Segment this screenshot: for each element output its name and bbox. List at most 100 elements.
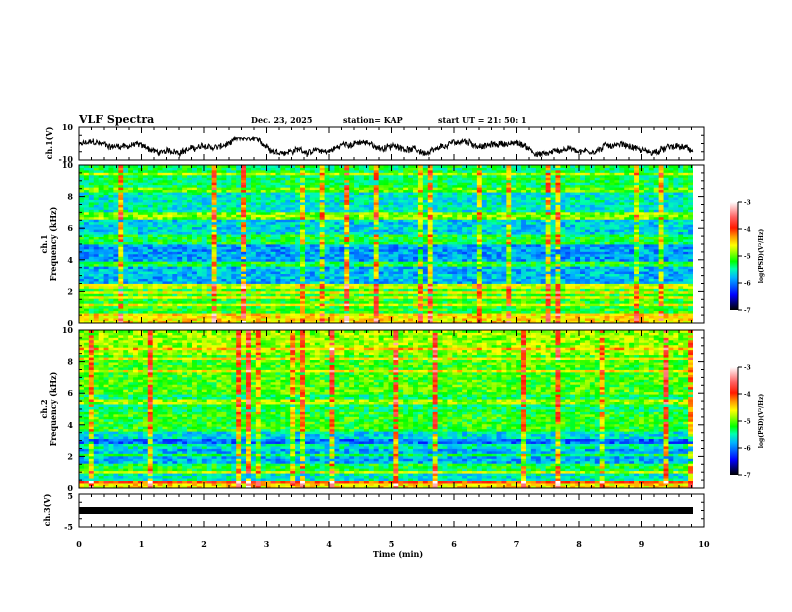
spectrogram-cell bbox=[344, 268, 350, 272]
spectrogram-cell bbox=[408, 305, 414, 309]
spectrogram-cell bbox=[309, 313, 316, 316]
spectrogram-cell bbox=[201, 244, 208, 247]
spectrogram-cell bbox=[285, 288, 291, 292]
spectrogram-cell bbox=[619, 285, 625, 289]
spectrogram-cell bbox=[594, 285, 601, 289]
spectrogram-cell bbox=[344, 318, 350, 321]
spectrogram-cell bbox=[182, 229, 188, 233]
spectrogram-cell bbox=[358, 313, 365, 316]
spectrogram-cell bbox=[545, 320, 551, 324]
spectrogram-cell bbox=[629, 310, 635, 314]
spectrogram-cell bbox=[599, 266, 605, 270]
spectrogram-cell bbox=[344, 276, 350, 279]
spectrogram-cell bbox=[471, 318, 478, 321]
spectrogram-cell bbox=[516, 318, 522, 321]
spectrogram-cell bbox=[491, 246, 497, 250]
spectrogram-cell bbox=[152, 244, 158, 247]
spectrogram-cell bbox=[206, 239, 213, 242]
spectrogram-cell bbox=[467, 241, 473, 245]
spectrogram-cell bbox=[462, 226, 468, 230]
spectrogram-cell bbox=[275, 271, 281, 275]
spectrogram-cell bbox=[265, 318, 271, 321]
spectrogram-cell bbox=[663, 315, 669, 319]
spectrogram-cell bbox=[216, 295, 222, 299]
spectrogram-cell bbox=[157, 271, 163, 275]
spectrogram-cell bbox=[128, 261, 134, 265]
spectrogram-cell bbox=[565, 231, 571, 235]
spectrogram-cell bbox=[580, 303, 586, 307]
spectrogram-cell bbox=[83, 256, 90, 260]
spectrogram-cell bbox=[594, 253, 601, 257]
spectrogram-cell bbox=[393, 313, 399, 316]
spectrogram-cell bbox=[398, 276, 404, 279]
spectrogram-cell bbox=[162, 226, 168, 230]
spectrogram-cell bbox=[304, 246, 311, 250]
spectrogram-cell bbox=[368, 239, 375, 242]
spectrogram-cell bbox=[417, 248, 424, 252]
spectrogram-cell bbox=[201, 310, 208, 314]
spectrogram-cell bbox=[580, 263, 586, 267]
spectrogram-cell bbox=[123, 288, 129, 292]
spectrogram-cell bbox=[187, 318, 193, 321]
spectrogram-cell bbox=[516, 283, 522, 287]
spectrogram-cell bbox=[373, 305, 380, 309]
spectrogram-cell bbox=[417, 266, 424, 270]
spectrogram-cell bbox=[324, 310, 330, 314]
spectrogram-cell bbox=[128, 246, 134, 250]
spectrogram-cell bbox=[236, 288, 242, 292]
spectrogram-cell bbox=[619, 290, 625, 294]
spectrogram-cell bbox=[182, 258, 188, 262]
spectrogram-cell bbox=[309, 278, 316, 282]
spectrogram-cell bbox=[413, 310, 419, 314]
spectrogram-cell bbox=[634, 239, 640, 242]
spectrogram-cell bbox=[103, 283, 109, 287]
spectrogram-cell bbox=[275, 283, 281, 287]
spectrogram-cell bbox=[648, 251, 655, 255]
spectrogram-cell bbox=[540, 305, 547, 309]
spectrogram-cell bbox=[216, 305, 222, 309]
spectrogram-cell bbox=[108, 313, 114, 316]
spectrogram-cell bbox=[525, 315, 532, 319]
spectrogram-cell bbox=[580, 283, 586, 287]
spectrogram-cell bbox=[349, 244, 355, 247]
spectrogram-cell bbox=[339, 278, 345, 282]
spectrogram-cell bbox=[295, 241, 301, 245]
spectrogram-cell bbox=[437, 253, 443, 257]
spectrogram-cell bbox=[555, 263, 561, 267]
spectrogram-cell bbox=[648, 239, 655, 242]
spectrogram-cell bbox=[206, 313, 213, 316]
spectrogram-cell bbox=[236, 285, 242, 289]
spectrogram-cell bbox=[191, 234, 198, 237]
spectrogram-cell bbox=[177, 263, 183, 267]
spectrogram-cell bbox=[663, 283, 669, 287]
spectrogram-cell bbox=[521, 271, 527, 275]
spectrogram-cell bbox=[589, 308, 596, 312]
spectrogram-cell bbox=[427, 295, 434, 299]
spectrogram-cell bbox=[118, 300, 124, 304]
spectrogram-cell bbox=[447, 281, 453, 284]
spectrogram-cell bbox=[604, 308, 610, 312]
spectrogram-cell bbox=[678, 266, 684, 270]
spectrogram-cell bbox=[683, 266, 689, 270]
spectrogram-cell bbox=[339, 266, 345, 270]
spectrogram-cell bbox=[516, 239, 522, 242]
spectrogram-cell bbox=[668, 244, 674, 247]
spectrogram-cell bbox=[422, 310, 429, 314]
spectrogram-cell bbox=[221, 276, 227, 279]
spectrogram-cell bbox=[643, 244, 650, 247]
spectrogram-cell bbox=[358, 234, 365, 237]
spectrogram-cell bbox=[275, 253, 281, 257]
spectrogram-cell bbox=[535, 310, 542, 314]
spectrogram-cell bbox=[118, 298, 124, 302]
spectrogram-cell bbox=[447, 293, 453, 297]
spectrogram-cell bbox=[93, 300, 100, 304]
spectrogram-cell bbox=[314, 305, 321, 309]
spectrogram-cell bbox=[555, 241, 561, 245]
spectrogram-cell bbox=[79, 303, 85, 307]
spectrogram-cell bbox=[285, 266, 291, 270]
spectrogram-cell bbox=[658, 288, 664, 292]
spectrogram-cell bbox=[241, 263, 247, 267]
spectrogram-cell bbox=[280, 234, 286, 237]
spectrogram-cell bbox=[383, 293, 389, 297]
spectrogram-cell bbox=[403, 276, 409, 279]
